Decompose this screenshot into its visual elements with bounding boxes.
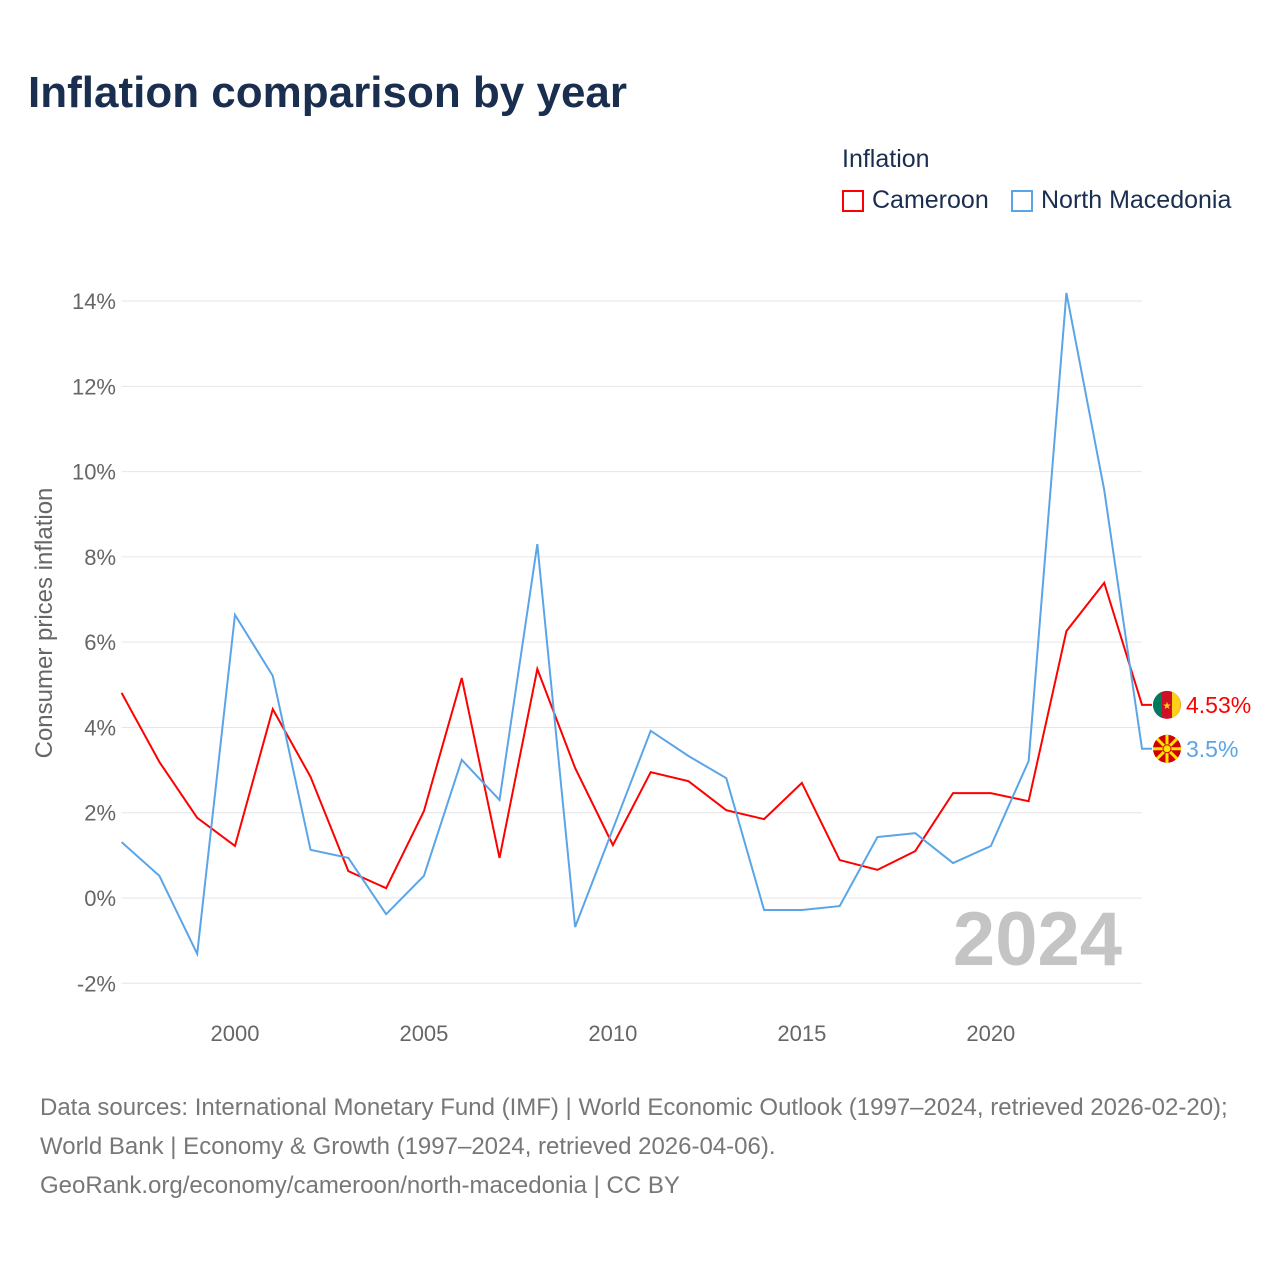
x-tick-label: 2000 xyxy=(211,1021,260,1046)
y-axis-label: Consumer prices inflation xyxy=(31,488,58,759)
y-tick-label: 0% xyxy=(84,886,116,911)
series-line-1 xyxy=(120,292,1152,958)
y-tick-label: 14% xyxy=(72,289,116,314)
chart-title: Inflation comparison by year xyxy=(28,68,628,117)
end-value-label: 3.5% xyxy=(1186,736,1238,762)
star-icon: ★ xyxy=(1163,701,1172,712)
flag-sun xyxy=(1162,744,1172,754)
legend-label: Cameroon xyxy=(872,186,989,214)
y-tick-label: -2% xyxy=(77,971,116,996)
flag-part xyxy=(1172,691,1181,718)
year-watermark: 2024 xyxy=(953,897,1122,982)
y-tick-label: 12% xyxy=(72,374,116,399)
y-tick-label: 2% xyxy=(84,801,116,826)
legend-item-north-macedonia[interactable]: North Macedonia xyxy=(1011,186,1231,215)
end-value-label: 4.53% xyxy=(1186,692,1251,718)
series-line-0 xyxy=(120,580,1152,890)
legend-item-cameroon[interactable]: Cameroon xyxy=(842,186,989,215)
line-chart: -2% 0% 2% 4% 6% 8% 10% 12% 14% 2000 2005 2010 2015 20… xyxy=(31,289,1251,1046)
y-tick-label: 10% xyxy=(72,460,116,485)
x-tick-label: 2010 xyxy=(588,1021,637,1046)
footer: Data sources: International Monetary Fun… xyxy=(40,1088,1250,1205)
legend-swatch xyxy=(1011,189,1033,212)
data-sources: Data sources: International Monetary Fun… xyxy=(40,1094,1228,1160)
legend-swatch xyxy=(842,189,864,212)
legend-label: North Macedonia xyxy=(1041,186,1232,214)
y-tick-label: 8% xyxy=(84,545,116,570)
x-tick-label: 2020 xyxy=(966,1021,1015,1046)
legend-title: Inflation xyxy=(842,145,930,173)
flag-part xyxy=(1153,691,1162,718)
source-link[interactable]: GeoRank.org/economy/cameroon/north-maced… xyxy=(40,1172,680,1199)
x-tick-label: 2005 xyxy=(399,1021,448,1046)
y-tick-label: 6% xyxy=(84,630,116,655)
x-tick-label: 2015 xyxy=(777,1021,826,1046)
y-tick-label: 4% xyxy=(84,715,116,740)
